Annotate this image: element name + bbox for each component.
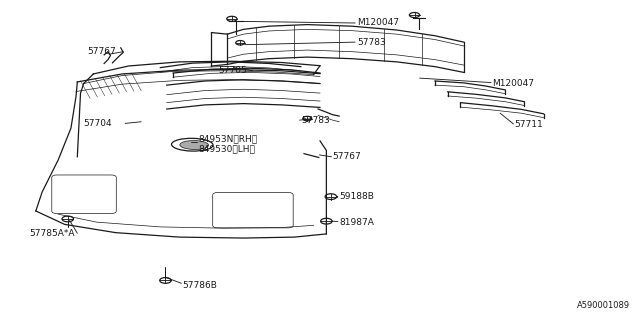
Text: 57785A*A: 57785A*A (29, 229, 75, 238)
Text: 84953N〈RH〉: 84953N〈RH〉 (198, 135, 258, 144)
Text: 57767: 57767 (87, 47, 116, 56)
Text: M120047: M120047 (357, 19, 399, 28)
Text: 57783: 57783 (357, 38, 386, 47)
Text: 59188B: 59188B (339, 192, 374, 201)
Text: 57705: 57705 (218, 66, 246, 75)
Ellipse shape (180, 140, 209, 149)
Text: A590001089: A590001089 (577, 301, 630, 310)
Text: 57767: 57767 (333, 152, 362, 161)
Text: 849530〈LH〉: 849530〈LH〉 (198, 144, 255, 153)
Text: 81987A: 81987A (339, 218, 374, 227)
Text: 57786B: 57786B (182, 281, 218, 290)
Text: M120047: M120047 (492, 79, 534, 88)
Text: 57704: 57704 (84, 119, 113, 128)
Text: 57783: 57783 (301, 116, 330, 125)
Text: 57711: 57711 (515, 120, 543, 130)
